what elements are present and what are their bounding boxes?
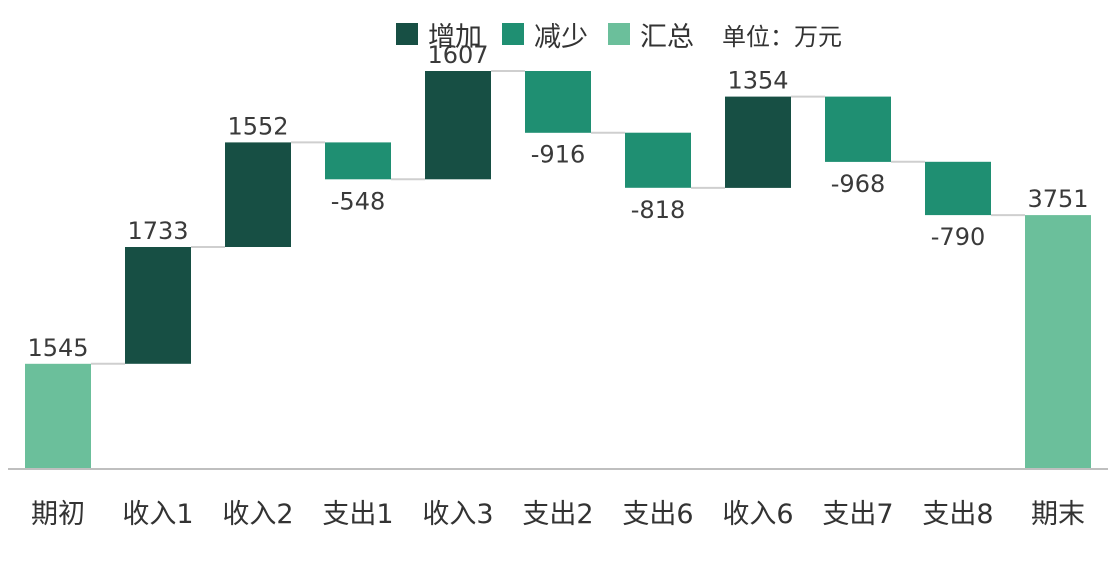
legend-label-increase: 增加 [428, 21, 482, 53]
category-label-1: 期初 [31, 499, 85, 530]
legend-label-total: 汇总 [640, 21, 694, 53]
category-labels: 期初 收入1 收入2 支出1 收入3 支出2 支出6 收入6 支出7 支出8 期末 [31, 499, 1085, 530]
value-label-8: 1354 [727, 67, 788, 95]
category-label-3: 收入2 [222, 499, 293, 530]
value-label-2: 1733 [127, 217, 188, 245]
bar-4 [325, 142, 391, 180]
bar-10 [925, 161, 991, 216]
bar-6 [525, 71, 591, 133]
value-label-6: -916 [531, 141, 585, 169]
legend-swatch-decrease [502, 23, 524, 45]
bars [25, 71, 1091, 468]
legend-swatch-total [608, 23, 630, 45]
bar-9 [825, 96, 891, 162]
category-label-6: 支出2 [522, 499, 593, 530]
category-label-2: 收入1 [122, 499, 193, 530]
value-label-5: 1607 [427, 41, 488, 69]
bar-3 [225, 142, 291, 247]
bar-1 [25, 363, 91, 468]
connector-lines [91, 70, 1025, 365]
category-label-11: 期末 [1031, 499, 1085, 530]
value-labels: 1545 1733 1552 -548 1607 -916 -818 1354 -968 -790… [27, 41, 1088, 362]
value-label-7: -818 [631, 196, 685, 224]
value-label-9: -968 [831, 170, 885, 198]
unit-label: 单位：万元 [722, 22, 842, 51]
bar-11 [1025, 215, 1091, 468]
legend: 增加 减少 汇总 单位：万元 [396, 14, 842, 54]
legend-item-total: 汇总 [608, 15, 694, 54]
value-label-11: 3751 [1027, 185, 1088, 213]
value-label-1: 1545 [27, 334, 88, 362]
legend-item-decrease: 减少 [502, 15, 588, 54]
value-label-3: 1552 [227, 112, 288, 140]
category-label-10: 支出8 [922, 499, 993, 530]
bar-5 [425, 71, 491, 180]
legend-swatch-increase [396, 23, 418, 45]
legend-label-decrease: 减少 [534, 21, 588, 53]
value-label-4: -548 [331, 187, 385, 215]
legend-item-increase: 增加 [396, 15, 482, 54]
category-label-9: 支出7 [822, 499, 893, 530]
value-label-10: -790 [931, 223, 985, 251]
bar-8 [725, 96, 791, 188]
category-label-4: 支出1 [322, 499, 393, 530]
category-label-8: 收入6 [722, 499, 793, 530]
bar-2 [125, 247, 191, 364]
bar-7 [625, 132, 691, 188]
category-label-7: 支出6 [622, 499, 693, 530]
category-label-5: 收入3 [422, 499, 493, 530]
